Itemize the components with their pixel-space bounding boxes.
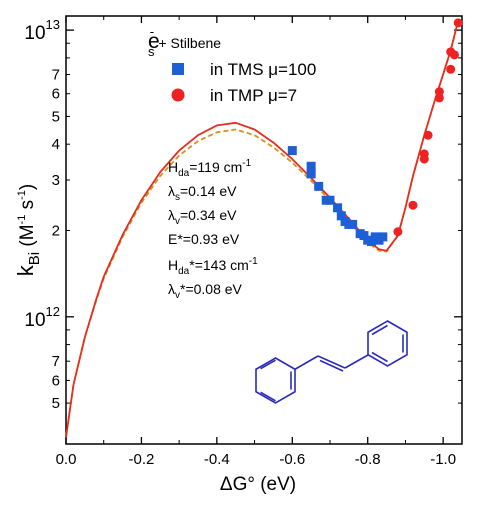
y-axis-units-mid: s (17, 200, 38, 215)
annotation-lambda-v-star: λv*=0.08 eV (168, 281, 243, 301)
data-point-tms (306, 169, 316, 179)
y-axis-units-suffix: ) (17, 184, 38, 190)
annotation-e-star: E*=0.93 eV (168, 231, 240, 247)
y-axis-symbol: k (13, 264, 38, 276)
stilbene-structure-icon (255, 320, 408, 404)
y-minor-tick-label: 5 (52, 108, 60, 125)
legend-marker-square (172, 63, 184, 75)
annotation-hda-star: Hda*=143 cm-1 (168, 256, 258, 277)
data-point-tms (314, 181, 324, 191)
data-point-tmp (446, 64, 456, 74)
fit-curves (65, 20, 460, 438)
data-point-tms (325, 195, 335, 205)
y-minor-tick-label: 6 (52, 86, 60, 103)
y-axis-units-prefix: (M (17, 224, 38, 251)
x-tick-label: -1.0 (430, 451, 456, 468)
legend-title-rest: + Stilbene (155, 35, 222, 51)
y-axis-subscript: Bi (26, 252, 43, 265)
y-axis-units-sup2: -1 (16, 190, 28, 200)
data-point-tms (333, 203, 343, 213)
y-minor-tick-label: 7 (52, 67, 60, 84)
y-minor-tick-label: 5 (52, 395, 60, 412)
data-point-tmp (453, 18, 463, 28)
data-points (287, 18, 463, 247)
legend-label-tms: in TMS μ=100 (210, 60, 316, 79)
x-tick-label: -0.2 (128, 451, 154, 468)
data-point-tmp (419, 149, 429, 159)
data-point-tms (336, 211, 346, 221)
legend-title-sub: s (148, 44, 155, 59)
fit-curve-solid (65, 20, 460, 438)
x-tick-label: -0.4 (204, 451, 230, 468)
x-tick-label: -0.8 (355, 451, 381, 468)
axis-ticks: 0.0 -0.2 -0.4 -0.6 -0.8 -1.0 1012 1013 5 6 7 2 3 4 5 6 7 (24, 16, 462, 468)
y-major-tick-label: 1013 (24, 17, 60, 44)
data-point-tms (287, 146, 297, 156)
annotation-hda: Hda=119 cm-1 (168, 158, 252, 179)
data-point-tms (366, 237, 376, 247)
data-point-tms (359, 231, 369, 241)
legend-marker-circle (171, 88, 185, 102)
data-point-tmp (434, 87, 444, 97)
y-minor-tick-label: 6 (52, 372, 60, 389)
annotation-lambda-v: λv=0.34 eV (168, 207, 237, 227)
data-point-tmp (393, 227, 403, 237)
y-minor-tick-label: 2 (52, 222, 60, 239)
y-minor-tick-label: 4 (52, 136, 60, 153)
y-axis-units-sup1: -1 (16, 215, 28, 225)
y-major-tick-label: 1012 (24, 304, 60, 331)
y-axis-title: kBi (M-1 s-1) (13, 184, 43, 276)
x-axis-title: ΔG° (eV) (220, 474, 296, 495)
legend-title-sup: - (150, 24, 154, 39)
fit-parameters: Hda=119 cm-1 λs=0.14 eV λv=0.34 eV E*=0.… (168, 158, 258, 301)
x-tick-label: -0.6 (279, 451, 305, 468)
annotation-lambda-s: λs=0.14 eV (168, 183, 237, 203)
data-point-tmp (423, 130, 433, 140)
y-minor-tick-label: 7 (52, 353, 60, 370)
data-point-tmp (434, 93, 444, 103)
data-point-tmp (446, 47, 456, 57)
x-tick-label: 0.0 (56, 451, 77, 468)
data-point-tms (306, 161, 316, 171)
legend-title-e: e (148, 30, 160, 53)
data-point-tms (378, 232, 388, 242)
data-point-tmp (408, 200, 418, 210)
y-minor-tick-label: 3 (52, 172, 60, 189)
legend-label-tmp: in TMP μ=7 (210, 86, 297, 105)
legend-title: e- s + Stilbene (148, 24, 221, 59)
data-point-tms (348, 219, 358, 229)
svg-text:kBi (M-1 s-1): kBi (M-1 s-1) (13, 184, 43, 276)
legend: e- s + Stilbene in TMS μ=100 in TMP μ=7 (148, 24, 316, 105)
